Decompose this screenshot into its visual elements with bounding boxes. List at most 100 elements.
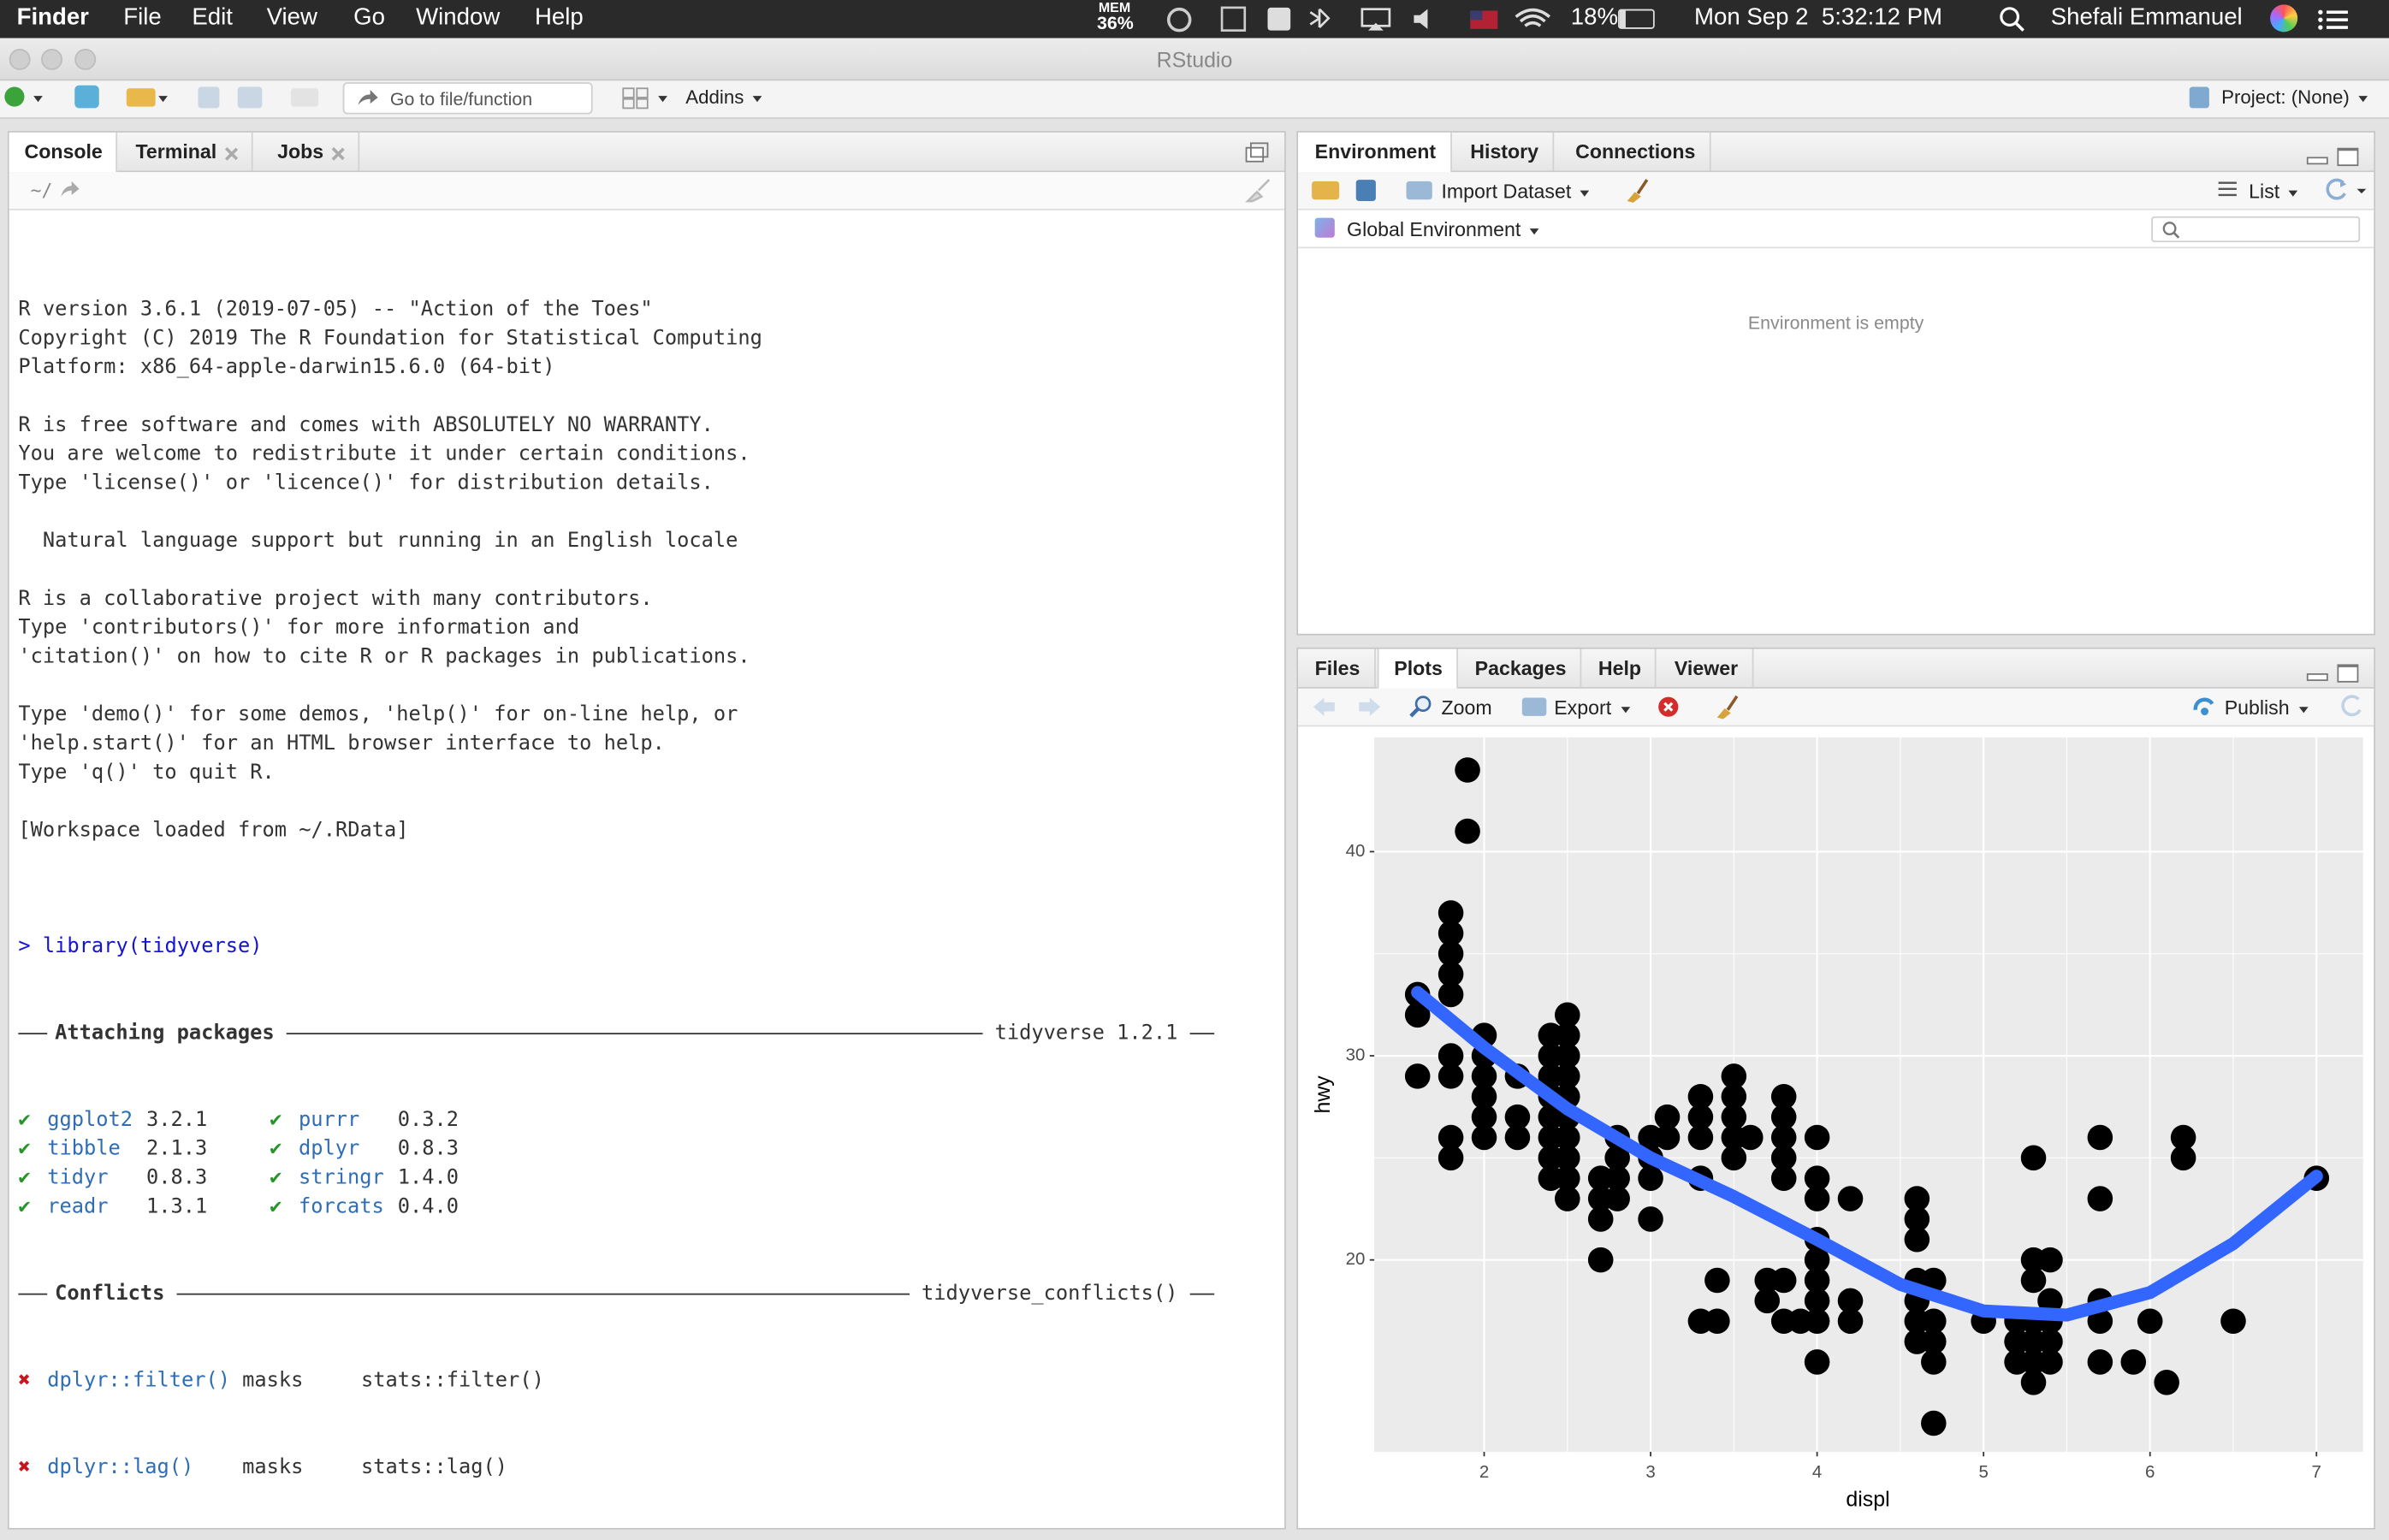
startup-message: R version 3.6.1 (2019-07-05) -- "Action … [18,295,1262,845]
minimize-pane[interactable] [2306,157,2328,165]
point [1638,1206,1663,1232]
view-menu[interactable]: List [2249,180,2298,203]
save-button[interactable] [1355,180,1376,202]
refresh-button[interactable] [2323,178,2368,202]
close-button[interactable] [9,48,31,70]
tab[interactable]: Console [9,132,118,173]
zoom-button[interactable]: Zoom [1441,696,1492,720]
tab[interactable]: Connections [1562,132,1711,171]
console-output: R version 3.6.1 (2019-07-05) -- "Action … [18,238,1262,1540]
menu-item[interactable]: Help [534,4,584,31]
point [1654,1124,1681,1151]
tab-label: History [1470,139,1539,163]
status-icons[interactable] [1161,4,1740,33]
package-name: purrr [298,1109,360,1132]
menu-item[interactable]: File [123,4,162,31]
tab[interactable]: Jobs [264,132,360,171]
maximize-pane[interactable] [2337,664,2359,683]
minimize-button[interactable] [41,48,63,70]
refresh-button[interactable] [2339,695,2366,719]
zoom-button[interactable] [74,48,97,70]
conflicts-source: tidyverse_conflicts() [922,1282,1178,1306]
spotlight-icon[interactable] [1999,6,2026,33]
tab-close[interactable] [333,147,345,159]
history-arrows[interactable] [1312,696,1382,718]
addins-menu[interactable]: Addins [685,86,762,108]
tab[interactable]: Help [1585,649,1657,688]
open-file-button[interactable] [126,88,156,107]
clear-console-button[interactable] [1243,178,1274,203]
minimize-pane[interactable] [2306,673,2328,681]
load-button[interactable] [1312,181,1340,200]
menu-item[interactable]: View [266,4,317,31]
header-rule [176,1293,910,1295]
remove-plot-button[interactable] [1657,696,1679,718]
x-tick-label: 3 [1645,1462,1655,1482]
tab[interactable]: Viewer [1661,649,1753,688]
new-file-button[interactable] [4,86,25,107]
dropdown-caret [753,95,762,102]
layout-button[interactable] [621,86,649,110]
publish-menu[interactable]: Publish [2224,696,2308,720]
siri-icon[interactable] [2270,4,2298,33]
menu-app[interactable]: Finder [16,4,89,31]
point [2120,1349,2147,1375]
conflicts-title: Conflicts [55,1282,165,1306]
scope-menu[interactable]: Global Environment [1347,218,1539,240]
point [1921,1308,1947,1334]
menu-item[interactable]: Edit [192,4,233,31]
point [1704,1267,1730,1294]
menu-item[interactable]: Window [416,4,501,31]
tab[interactable]: Terminal [122,132,253,171]
new-project-button[interactable] [74,85,99,109]
command: library(tidyverse) [42,935,263,959]
console-line: R version 3.6.1 (2019-07-05) -- "Action … [18,298,653,322]
save-button[interactable] [198,86,220,109]
point [1555,1165,1580,1191]
tab[interactable]: Environment [1298,132,1453,173]
goto-input[interactable]: Go to file/function [342,82,593,115]
point [1921,1329,1947,1354]
package-version: 0.4.0 [397,1195,459,1219]
point [1804,1349,1830,1375]
import-menu[interactable]: Import Dataset [1441,180,1590,203]
clear-plots-button[interactable] [1712,693,1740,720]
publish-label: Publish [2224,696,2290,720]
list-icon [2218,181,2237,197]
tab[interactable]: Files [1298,649,1376,688]
tab-label: Jobs [277,139,324,163]
console-line: Type 'license()' or 'licence()' for dist… [18,471,714,495]
print-button[interactable] [291,88,319,107]
tab-close[interactable] [226,147,238,159]
header-rule [18,1293,48,1295]
point [1471,1063,1497,1089]
dropdown-caret [1530,228,1539,234]
project-menu[interactable]: Project: (None) [2221,86,2368,108]
tab-label: Connections [1575,139,1696,163]
search-box[interactable] [2151,216,2361,243]
clear-button[interactable] [1622,177,1650,204]
pane-restore-button[interactable] [1245,142,1269,163]
tab[interactable]: Plots [1377,649,1458,689]
save-all-button[interactable] [237,86,263,109]
notification-icon[interactable] [2317,8,2350,32]
goto-dir-icon[interactable] [59,181,80,199]
tab-label: Environment [1314,139,1437,163]
check-mark: ✔ [18,1195,31,1219]
startup-paragraph: R is a collaborative project with many c… [18,585,1262,672]
startup-paragraph: Type 'demo()' for some demos, 'help()' f… [18,701,1262,787]
point [1455,818,1480,844]
tab[interactable]: Packages [1461,649,1582,688]
command-line: > library(tidyverse) [18,933,1262,962]
user-name[interactable]: Shefali Emmanuel [2050,4,2243,31]
point [1555,1124,1580,1151]
y-tick-label: 40 [1346,841,1366,861]
maximize-pane[interactable] [2337,147,2359,167]
clock[interactable]: Mon Sep 2 5:32:12 PM [1694,4,1943,31]
export-menu[interactable]: Export [1554,696,1630,719]
point [1504,1124,1531,1151]
menu-item[interactable]: Go [353,4,385,31]
tab[interactable]: History [1456,132,1554,171]
battery-icon [1618,9,1655,29]
point [1721,1063,1747,1089]
